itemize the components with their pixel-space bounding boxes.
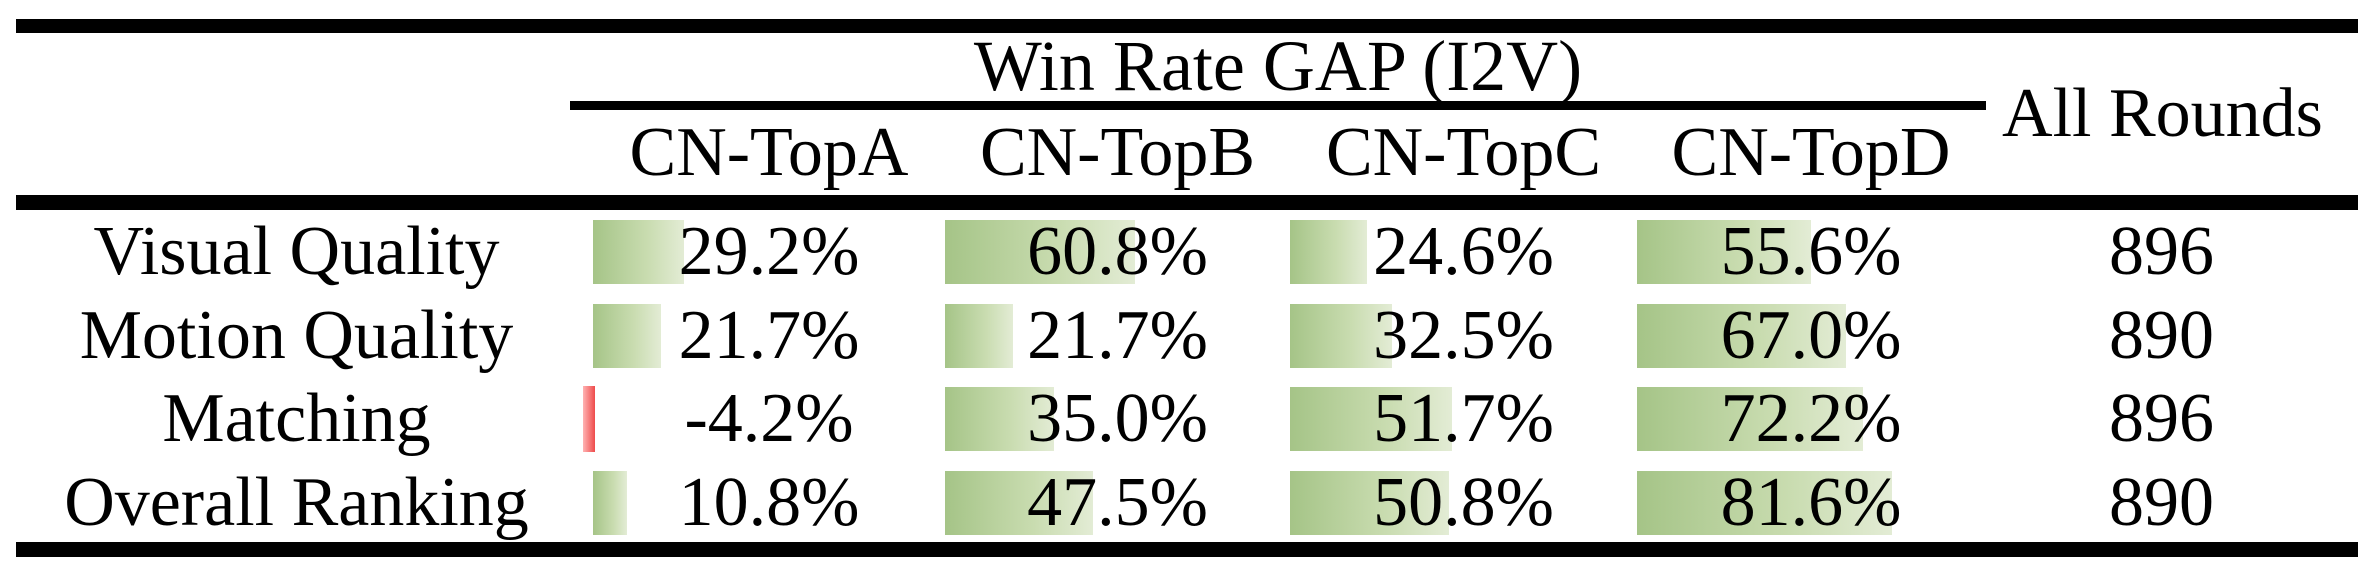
data-bar: [1637, 387, 1863, 452]
all-rounds-cell: 896: [2109, 380, 2214, 458]
column-header-row: CN-TopA CN-TopB CN-TopC CN-TopD: [0, 110, 2374, 195]
table-row: Visual Quality 29.2% 60.8% 24.6% 55.6% 8…: [0, 210, 2374, 294]
row-label: Motion Quality: [79, 296, 514, 374]
value-cell: 81.6%: [1637, 461, 1985, 545]
value-cell: 21.7%: [593, 294, 945, 378]
column-header-cn-topa: CN-TopA: [629, 113, 909, 191]
value-text: 29.2%: [678, 212, 860, 290]
value-cell: 21.7%: [945, 294, 1290, 378]
value-text: 10.8%: [678, 464, 860, 542]
column-group-rule: [570, 101, 1986, 110]
table-body: Visual Quality 29.2% 60.8% 24.6% 55.6% 8…: [0, 210, 2374, 545]
header-separator-rule: [16, 195, 2358, 210]
value-cell: 32.5%: [1290, 294, 1637, 378]
value-text: 67.0%: [1720, 296, 1902, 374]
table-row: Matching -4.2% 35.0% 51.7% 72.2% 896: [0, 378, 2374, 462]
data-bar: [593, 303, 661, 368]
value-text: 47.5%: [1027, 464, 1208, 542]
data-bar: [945, 303, 1013, 368]
value-cell: 67.0%: [1637, 294, 1985, 378]
all-rounds-cell: 896: [2109, 212, 2214, 290]
all-rounds-cell: 890: [2109, 296, 2214, 374]
data-bar: [1290, 387, 1452, 452]
data-bar: [1290, 303, 1392, 368]
value-text: 81.6%: [1720, 464, 1902, 542]
data-bar: [593, 471, 627, 536]
value-text: 60.8%: [1027, 212, 1208, 290]
value-cell: 35.0%: [945, 378, 1290, 462]
empty-header-cell: [1985, 110, 2374, 195]
all-rounds-cell: 890: [2109, 464, 2214, 542]
row-label: Visual Quality: [93, 212, 500, 290]
value-cell: 24.6%: [1290, 210, 1637, 294]
all-rounds-header: All Rounds: [2002, 75, 2323, 152]
value-cell: 50.8%: [1290, 461, 1637, 545]
data-bar: [583, 386, 595, 453]
value-text: 51.7%: [1373, 380, 1554, 458]
data-bar: [1637, 219, 1811, 284]
value-text: -4.2%: [684, 380, 854, 458]
value-text: 21.7%: [1027, 296, 1208, 374]
table-row: Motion Quality 21.7% 21.7% 32.5% 67.0% 8…: [0, 294, 2374, 378]
row-label: Overall Ranking: [64, 464, 529, 542]
value-cell: 51.7%: [1290, 378, 1637, 462]
data-bar: [945, 219, 1135, 284]
value-text: 35.0%: [1027, 380, 1208, 458]
value-text: 32.5%: [1373, 296, 1554, 374]
value-cell: 47.5%: [945, 461, 1290, 545]
table-row: Overall Ranking 10.8% 47.5% 50.8% 81.6% …: [0, 461, 2374, 545]
bottom-rule: [16, 542, 2358, 557]
data-bar: [1637, 471, 1892, 536]
data-bar: [945, 387, 1055, 452]
table-title: Win Rate GAP (I2V): [973, 26, 1583, 106]
data-bar: [945, 471, 1094, 536]
value-cell: 10.8%: [593, 461, 945, 545]
value-text: 50.8%: [1373, 464, 1554, 542]
row-label: Matching: [162, 380, 431, 458]
value-text: 55.6%: [1720, 212, 1902, 290]
empty-header-cell: [0, 110, 593, 195]
data-bar: [1290, 219, 1367, 284]
value-cell: 29.2%: [593, 210, 945, 294]
value-text: 24.6%: [1373, 212, 1554, 290]
column-header-cn-topb: CN-TopB: [979, 113, 1256, 191]
data-bar: [1290, 471, 1449, 536]
data-bar: [1637, 303, 1847, 368]
value-cell: 55.6%: [1637, 210, 1985, 294]
value-text: 21.7%: [678, 296, 860, 374]
top-rule: [16, 19, 2358, 33]
column-header-cn-topc: CN-TopC: [1325, 113, 1602, 191]
value-cell: -4.2%: [583, 378, 945, 462]
column-header-cn-topd: CN-TopD: [1671, 113, 1951, 191]
data-bar: [593, 219, 685, 284]
value-cell: 72.2%: [1637, 378, 1985, 462]
value-cell: 60.8%: [945, 210, 1290, 294]
value-text: 72.2%: [1720, 380, 1902, 458]
